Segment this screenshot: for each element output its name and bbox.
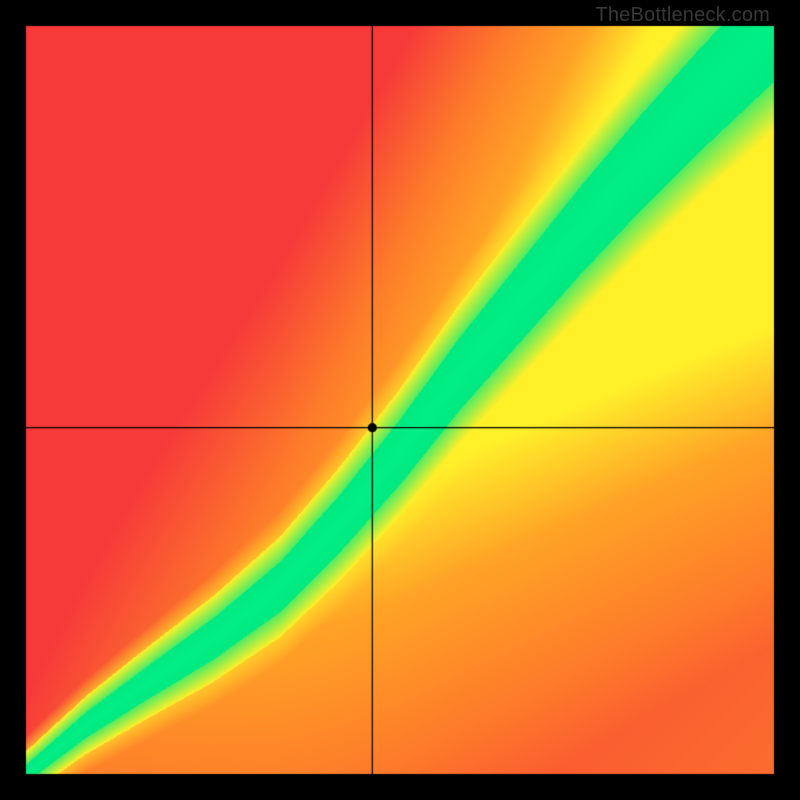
watermark-text: TheBottleneck.com [595,4,770,27]
bottleneck-heatmap [0,0,800,800]
